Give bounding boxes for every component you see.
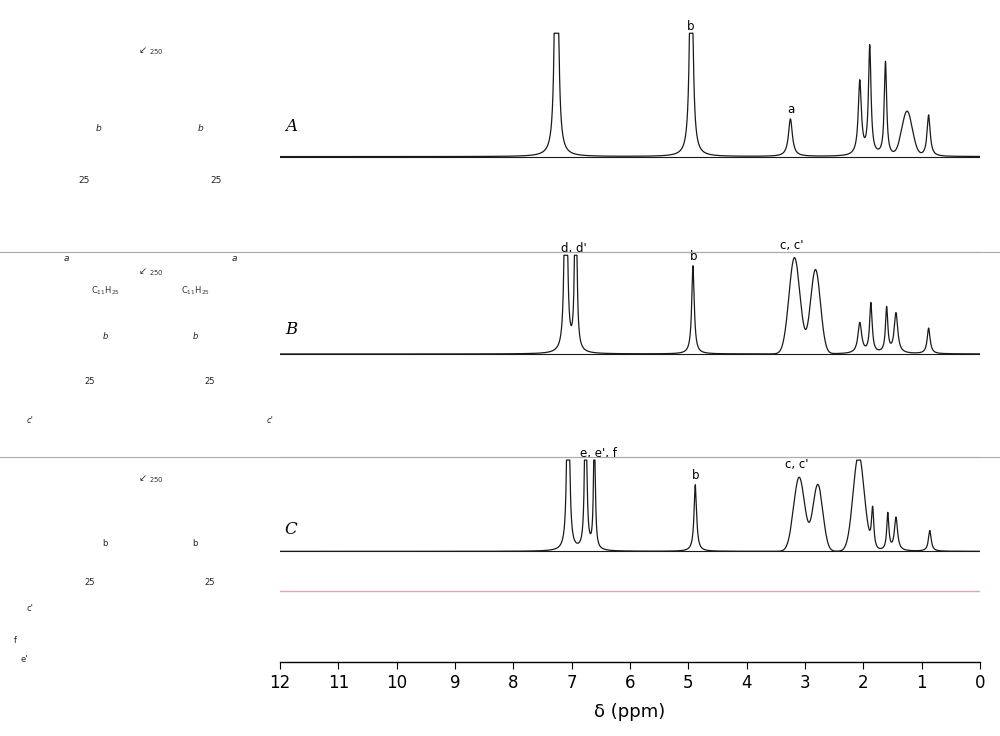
Text: 25: 25 [85, 578, 95, 587]
Text: a: a [231, 254, 237, 263]
Text: c, c': c, c' [785, 459, 808, 471]
Text: C$_{11}$H$_{25}$: C$_{11}$H$_{25}$ [91, 284, 119, 297]
X-axis label: δ (ppm): δ (ppm) [594, 704, 666, 721]
Text: C$_{11}$H$_{25}$: C$_{11}$H$_{25}$ [181, 284, 209, 297]
Text: b: b [96, 124, 102, 133]
Text: e, e', f: e, e', f [580, 447, 617, 460]
Text: $\swarrow_{250}$: $\swarrow_{250}$ [137, 473, 163, 485]
Text: b: b [192, 331, 198, 341]
Text: 25: 25 [78, 176, 90, 185]
Text: C: C [285, 520, 298, 538]
Text: c': c' [267, 416, 273, 425]
Text: e': e' [20, 655, 28, 665]
Text: b: b [102, 331, 108, 341]
Text: b: b [102, 539, 108, 548]
Text: b: b [692, 469, 699, 481]
Text: $\swarrow_{250}$: $\swarrow_{250}$ [137, 266, 163, 277]
Text: b: b [198, 124, 204, 133]
Text: b: b [687, 20, 695, 33]
Text: A: A [286, 118, 298, 135]
Text: b: b [192, 539, 198, 548]
Text: a: a [787, 103, 794, 116]
Text: $\swarrow_{250}$: $\swarrow_{250}$ [137, 46, 163, 57]
Text: 25: 25 [205, 578, 215, 587]
Text: 25: 25 [210, 176, 222, 185]
Text: 25: 25 [205, 377, 215, 386]
Text: c': c' [27, 416, 33, 425]
Text: a: a [63, 254, 69, 263]
Text: c': c' [27, 604, 33, 612]
Text: B: B [285, 322, 298, 339]
Text: 25: 25 [85, 377, 95, 386]
Text: f: f [14, 636, 16, 645]
Text: b: b [690, 250, 697, 263]
Text: c, c': c, c' [780, 239, 803, 252]
Text: d, d': d, d' [561, 242, 587, 255]
